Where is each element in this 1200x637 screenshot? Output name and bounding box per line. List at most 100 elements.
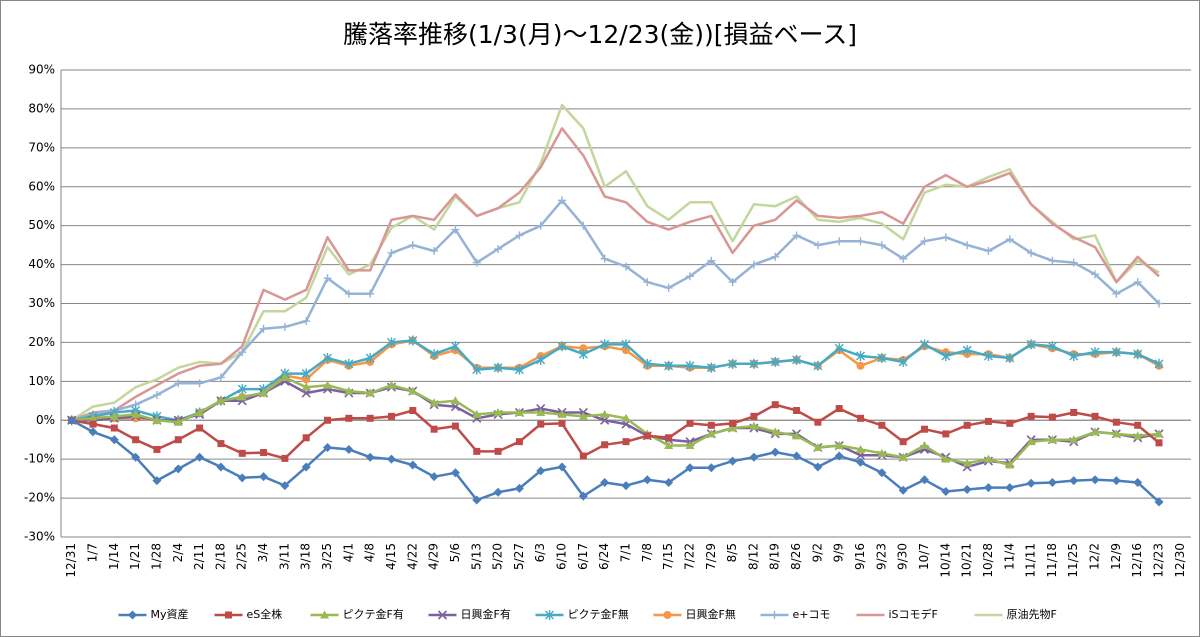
marker [707, 421, 715, 429]
marker [324, 416, 332, 424]
legend-label: My資産 [151, 608, 189, 621]
marker [578, 411, 588, 420]
y-tick-label: 90% [28, 63, 55, 77]
marker [877, 468, 887, 478]
marker [1069, 258, 1078, 267]
marker [920, 237, 929, 246]
marker [1069, 476, 1079, 486]
marker [536, 407, 546, 416]
x-tick-label: 6/17 [576, 543, 590, 570]
legend: My資産 eS全株 ピクテ金F有 日興金F有 ピクテ金F無 日興金F無 e+コモ iSコモデF… [118, 607, 1057, 621]
marker [408, 386, 418, 395]
marker [622, 346, 630, 355]
series-line [71, 403, 1160, 460]
x-tick-label: 12/2 [1088, 543, 1102, 570]
marker [750, 412, 758, 420]
marker [1047, 435, 1057, 444]
marker [89, 420, 97, 428]
marker [365, 352, 375, 363]
x-tick-label: 7/8 [640, 543, 654, 562]
x-tick-label: 6/3 [533, 543, 547, 562]
y-tick-label: 20% [28, 335, 55, 349]
marker [514, 483, 524, 493]
marker [1047, 478, 1057, 488]
legend-label: eS全株 [247, 607, 283, 621]
marker [323, 442, 333, 452]
x-tick-label: 6/10 [555, 543, 569, 570]
marker [621, 481, 631, 491]
marker [686, 419, 694, 427]
marker [557, 341, 567, 352]
x-tick-label: 5/6 [448, 543, 462, 562]
marker [1154, 497, 1164, 507]
x-tick-label: 7/1 [619, 543, 633, 562]
marker [451, 225, 460, 234]
marker [557, 462, 567, 472]
marker [1005, 352, 1015, 363]
marker [962, 485, 972, 495]
x-tick-label: 4/22 [405, 543, 419, 570]
marker [558, 196, 567, 205]
marker [174, 379, 183, 388]
marker [622, 262, 630, 271]
marker [706, 429, 716, 438]
marker [408, 460, 418, 470]
marker [962, 345, 972, 356]
x-tick-label: 11/18 [1045, 543, 1059, 578]
marker [429, 398, 439, 407]
marker [1027, 248, 1036, 257]
marker [1005, 460, 1015, 469]
marker [429, 472, 439, 482]
x-tick-label: 10/21 [960, 543, 974, 578]
y-tick-label: 80% [28, 101, 55, 115]
marker [793, 407, 801, 415]
marker [706, 362, 716, 373]
marker [983, 483, 993, 493]
marker [749, 421, 759, 430]
legend-label: e+コモ [793, 608, 831, 621]
marker [1091, 270, 1100, 279]
marker [281, 454, 289, 462]
marker [729, 419, 737, 427]
marker [1091, 412, 1099, 420]
marker [152, 415, 162, 424]
marker [749, 452, 759, 462]
marker [856, 444, 866, 453]
marker [386, 337, 396, 348]
marker [642, 358, 652, 369]
marker [1111, 476, 1121, 486]
marker [344, 289, 353, 298]
x-tick-label: 12/23 [1152, 543, 1166, 578]
marker [579, 344, 588, 353]
marker [1155, 299, 1164, 308]
x-tick-label: 9/2 [810, 543, 824, 562]
legend-marker [545, 610, 554, 620]
marker [963, 421, 971, 429]
x-tick-label: 9/16 [853, 543, 867, 570]
x-tick-label: 10/7 [917, 543, 931, 570]
marker [877, 241, 886, 250]
marker [1027, 412, 1035, 420]
marker [834, 343, 844, 354]
legend-marker [128, 610, 137, 620]
x-tick-label: 12/16 [1130, 543, 1144, 578]
marker [429, 349, 439, 360]
marker [749, 358, 759, 369]
marker [813, 442, 823, 451]
y-tick-label: 10% [28, 374, 55, 388]
marker [558, 419, 566, 427]
x-tick-label: 11/4 [1002, 543, 1016, 570]
x-tick-label: 4/15 [384, 543, 398, 570]
marker [1048, 256, 1057, 265]
x-tick-label: 9/30 [896, 543, 910, 570]
marker [536, 466, 546, 476]
marker [345, 414, 353, 422]
marker [983, 454, 993, 463]
marker [919, 339, 929, 350]
marker [984, 246, 993, 255]
marker [941, 233, 950, 242]
marker [622, 438, 630, 446]
marker [537, 420, 545, 428]
marker [664, 478, 674, 488]
x-tick-label: 4/29 [427, 543, 441, 570]
